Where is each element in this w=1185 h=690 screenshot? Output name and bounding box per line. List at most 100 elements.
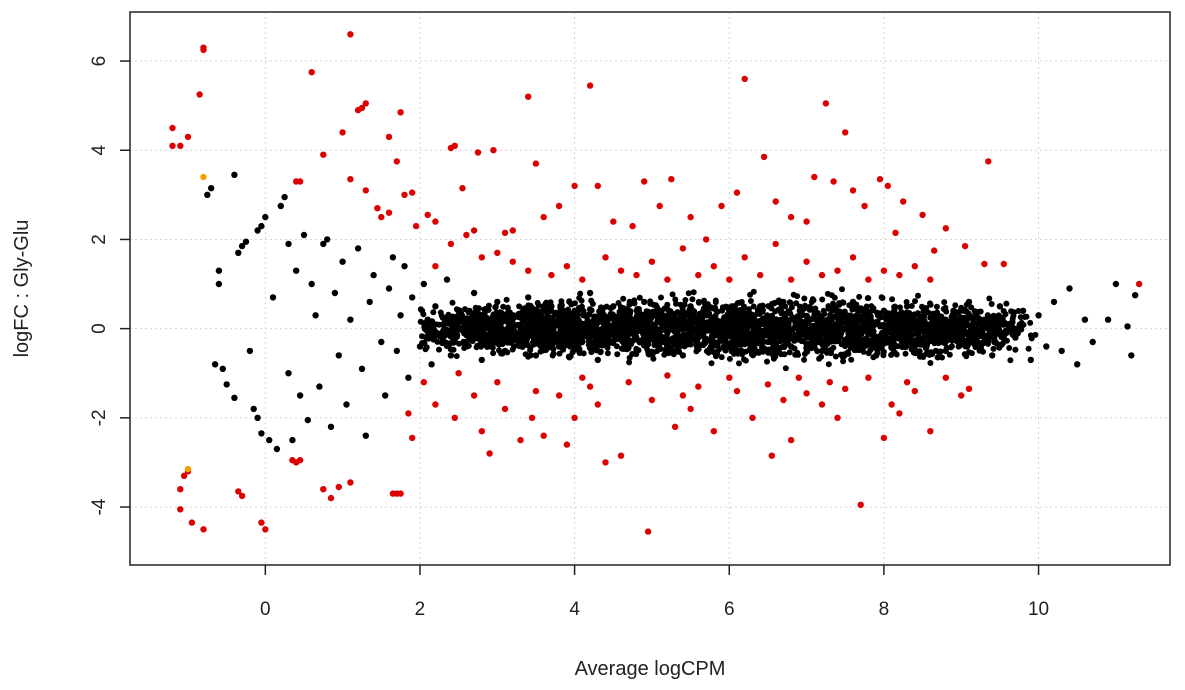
- data-point: [324, 236, 331, 243]
- data-point: [927, 320, 934, 327]
- data-point: [504, 304, 511, 311]
- data-point: [1009, 315, 1016, 322]
- data-point: [912, 298, 918, 305]
- data-point: [424, 211, 431, 219]
- data-point: [798, 329, 804, 336]
- data-point: [626, 359, 633, 366]
- data-point: [450, 346, 457, 353]
- data-point: [648, 258, 656, 265]
- data-point: [1018, 326, 1025, 333]
- data-point: [690, 319, 697, 326]
- data-point: [1089, 338, 1096, 346]
- data-point: [579, 374, 586, 381]
- data-point: [532, 160, 540, 167]
- data-point: [540, 316, 547, 323]
- data-point: [525, 93, 532, 100]
- data-point: [816, 355, 823, 362]
- data-point: [792, 351, 799, 358]
- data-point: [503, 328, 510, 335]
- data-point: [617, 452, 625, 459]
- data-point: [440, 322, 447, 329]
- data-point: [1135, 280, 1143, 288]
- data-point: [633, 347, 640, 355]
- data-point: [962, 306, 968, 313]
- data-point: [420, 311, 427, 318]
- data-point: [685, 290, 692, 297]
- data-point: [708, 346, 715, 353]
- data-point: [787, 343, 795, 350]
- data-point: [602, 459, 609, 466]
- data-point: [644, 528, 652, 535]
- data-point: [1018, 319, 1025, 326]
- data-point: [362, 432, 369, 439]
- data-point: [455, 307, 462, 314]
- data-point: [747, 298, 754, 304]
- data-point: [830, 178, 837, 185]
- data-point: [1104, 316, 1112, 323]
- data-point: [868, 321, 875, 328]
- data-point: [819, 296, 826, 303]
- data-point: [769, 300, 776, 307]
- data-point: [703, 338, 710, 345]
- data-point: [852, 314, 859, 321]
- data-point: [903, 303, 911, 310]
- data-point: [910, 338, 917, 345]
- data-point: [482, 305, 489, 312]
- data-point: [846, 328, 853, 335]
- data-point: [679, 245, 687, 252]
- data-point: [927, 301, 934, 308]
- data-point: [466, 307, 473, 314]
- data-point: [347, 31, 354, 38]
- data-point: [781, 351, 788, 358]
- data-point: [308, 280, 315, 288]
- data-point: [990, 345, 997, 352]
- data-point: [731, 320, 738, 327]
- data-point: [687, 405, 694, 413]
- data-point: [474, 149, 482, 156]
- data-point: [370, 271, 377, 279]
- data-point: [570, 343, 577, 350]
- data-point: [208, 185, 215, 192]
- data-point: [710, 263, 717, 270]
- data-point: [517, 436, 524, 444]
- y-tick-label: 6: [89, 56, 110, 67]
- data-point: [782, 323, 789, 330]
- data-point: [447, 316, 454, 323]
- data-point: [880, 307, 888, 314]
- data-point: [838, 351, 844, 358]
- data-point: [669, 291, 676, 298]
- data-point: [525, 294, 532, 301]
- data-point: [750, 288, 757, 295]
- data-point: [426, 326, 433, 333]
- data-point: [911, 312, 917, 319]
- data-point: [919, 316, 926, 323]
- data-point: [772, 353, 779, 360]
- data-point: [893, 335, 900, 342]
- data-point: [169, 142, 176, 149]
- data-point: [633, 312, 640, 319]
- data-point: [878, 332, 885, 339]
- data-point: [177, 506, 184, 513]
- data-point: [588, 329, 595, 336]
- data-point: [664, 372, 671, 379]
- data-point: [801, 305, 808, 312]
- data-point: [936, 336, 942, 343]
- data-point: [525, 267, 532, 274]
- data-point: [796, 307, 803, 314]
- data-point: [515, 314, 521, 321]
- data-point: [405, 410, 412, 417]
- data-point: [896, 321, 903, 328]
- data-point: [180, 472, 188, 479]
- data-point: [927, 428, 934, 435]
- data-point: [498, 310, 505, 316]
- data-point: [942, 331, 949, 338]
- data-point: [702, 312, 710, 319]
- data-point: [470, 289, 478, 297]
- data-point: [1011, 309, 1018, 316]
- data-point: [1132, 292, 1139, 299]
- data-point: [679, 392, 687, 399]
- data-point: [250, 405, 257, 413]
- data-point: [545, 319, 552, 326]
- data-point: [550, 333, 557, 340]
- data-point: [777, 317, 784, 324]
